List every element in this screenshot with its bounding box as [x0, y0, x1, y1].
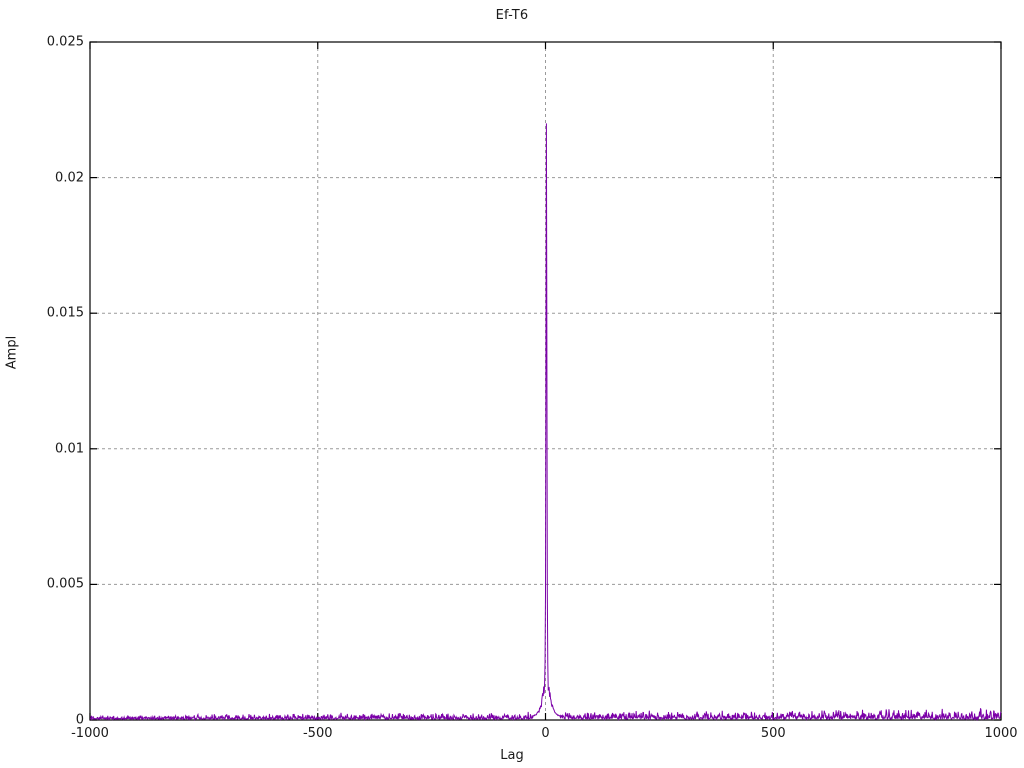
y-tick-label: 0.01	[55, 441, 84, 457]
x-tick-label: -500	[302, 726, 333, 741]
y-tick-label: 0.015	[46, 305, 84, 321]
plot-frame	[89, 41, 1002, 721]
y-axis-tick-labels: 0 0.005 0.01 0.015 0.02 0.025	[0, 0, 84, 768]
series-line-ef-t6	[89, 123, 1002, 722]
x-tick-label: -1000	[71, 726, 109, 741]
x-tick-label: 0	[541, 726, 550, 741]
chart-title: Ef-T6	[495, 8, 529, 23]
y-tick-label: 0.025	[46, 34, 84, 50]
y-tick-label: 0.02	[55, 170, 84, 186]
y-tick-label: 0.005	[46, 576, 84, 592]
x-tick-label: 500	[760, 726, 786, 741]
y-tick-label: 0	[75, 712, 84, 728]
x-axis-label: Lag	[500, 748, 524, 763]
x-tick-label: 1000	[984, 726, 1018, 741]
